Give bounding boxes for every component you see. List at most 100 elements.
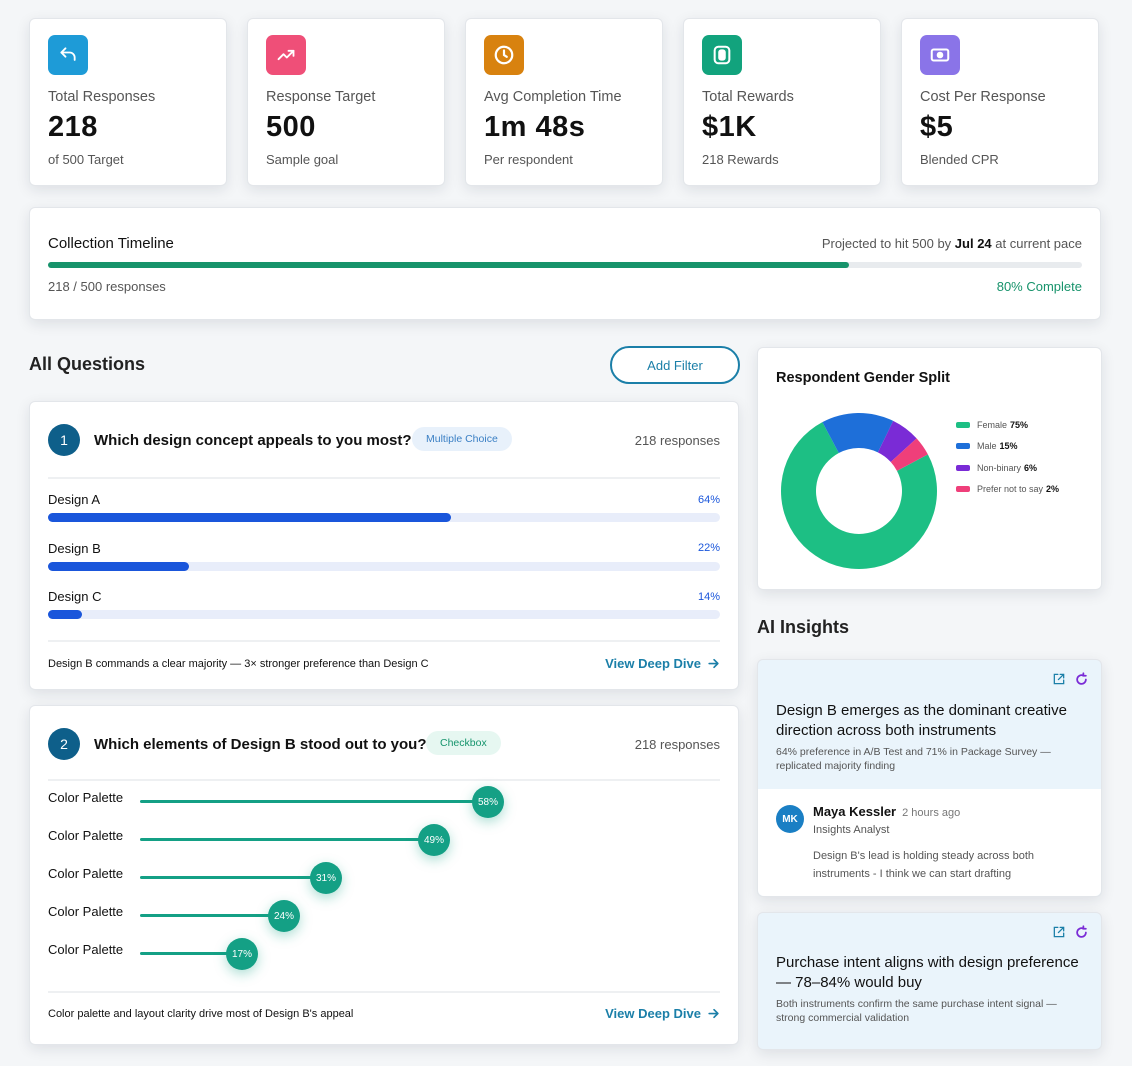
option-bar-track xyxy=(48,513,720,522)
add-filter-button[interactable]: Add Filter xyxy=(610,346,740,384)
view-deep-dive-label: View Deep Dive xyxy=(605,1006,701,1021)
edit-icon[interactable] xyxy=(1052,925,1066,939)
legend-name: Prefer not to say xyxy=(977,484,1044,495)
option-bar-track xyxy=(48,610,720,619)
comment-author: Maya Kessler 2 hours ago xyxy=(813,804,960,819)
kpi-card-response-target: Response Target 500 Sample goal xyxy=(247,18,445,186)
timeline-title: Collection Timeline xyxy=(48,235,174,252)
legend-name: Male xyxy=(977,441,997,452)
gender-split-title: Respondent Gender Split xyxy=(776,370,951,386)
legend-item: Prefer not to say 2% xyxy=(956,479,1059,501)
element-label: Color Palette xyxy=(48,866,124,881)
question-number: 1 xyxy=(48,424,80,456)
question-title: Which design concept appeals to you most… xyxy=(94,432,412,449)
arrow-right-icon xyxy=(708,1008,719,1019)
question-responses: 218 responses xyxy=(634,433,720,448)
view-deep-dive-link[interactable]: View Deep Dive xyxy=(605,656,720,671)
divider xyxy=(48,991,720,993)
arrow-right-icon xyxy=(708,658,719,669)
donut-slice-non-binary xyxy=(877,420,917,463)
comment-time: 2 hours ago xyxy=(902,807,961,819)
gender-split-card: Respondent Gender Split Female 75% Male 15… xyxy=(757,347,1102,590)
projection-date: Jul 24 xyxy=(954,236,992,251)
legend-item: Female 75% xyxy=(956,414,1059,436)
kpi-sub: Blended CPR xyxy=(920,152,999,167)
kpi-sub: Per respondent xyxy=(484,152,573,167)
kpi-value: $1K xyxy=(702,111,757,143)
kpi-label: Response Target xyxy=(266,89,376,105)
reply-arrow-icon xyxy=(48,35,88,75)
question-type-badge: Multiple Choice xyxy=(412,427,512,451)
clock-icon xyxy=(484,35,524,75)
donut-slice-prefer-not-to-say xyxy=(890,438,928,471)
legend-value: 2% xyxy=(1046,484,1060,495)
legend-item: Male 15% xyxy=(956,436,1059,458)
kpi-card-avg-completion: Avg Completion Time 1m 48s Per responden… xyxy=(465,18,663,186)
question-number: 2 xyxy=(48,728,80,760)
element-percent-dot: 24% xyxy=(268,900,300,932)
element-bar xyxy=(140,914,284,917)
reward-icon xyxy=(702,35,742,75)
comment-author-name: Maya Kessler xyxy=(813,804,897,819)
question-card-2: 2 Which elements of Design B stood out t… xyxy=(29,705,739,1045)
gender-legend: Female 75% Male 15% Non-binary 6% Prefer no… xyxy=(956,414,1059,500)
element-percent-dot: 31% xyxy=(310,862,342,894)
insight-card-2: Purchase intent aligns with design prefe… xyxy=(757,912,1102,1050)
element-percent-dot: 17% xyxy=(226,938,258,970)
kpi-card-cost-per-response: Cost Per Response $5 Blended CPR xyxy=(901,18,1099,186)
kpi-value: 500 xyxy=(266,111,316,143)
insight-card-1: Design B emerges as the dominant creativ… xyxy=(757,659,1102,897)
kpi-label: Cost Per Response xyxy=(920,89,1046,105)
insight-title: Purchase intent aligns with design prefe… xyxy=(776,954,1079,991)
legend-name: Female xyxy=(977,419,1008,430)
kpi-value: 218 xyxy=(48,111,98,143)
legend-swatch xyxy=(956,443,970,450)
divider xyxy=(48,477,720,479)
timeline-progress-fill xyxy=(48,262,850,268)
timeline-projection: Projected to hit 500 by Jul 24 at curren… xyxy=(822,236,1082,251)
comment-text: Design B's lead is holding steady across… xyxy=(813,850,1035,880)
question-card-1: 1 Which design concept appeals to you mo… xyxy=(29,401,739,690)
option-bar-track xyxy=(48,562,720,571)
collection-timeline-card: Collection Timeline Projected to hit 500… xyxy=(29,207,1101,320)
question-summary: Color palette and layout clarity drive m… xyxy=(48,1008,354,1020)
element-label: Color Palette xyxy=(48,942,124,957)
insight-actions xyxy=(1052,925,1089,940)
option-bar-fill xyxy=(48,610,82,619)
kpi-card-total-responses: Total Responses 218 of 500 Target xyxy=(29,18,227,186)
question-responses: 218 responses xyxy=(634,737,720,752)
projection-suffix: at current pace xyxy=(995,236,1082,251)
timeline-complete: 80% Complete xyxy=(996,279,1082,294)
insight-comment: MK Maya Kessler 2 hours ago Insights Anal… xyxy=(758,789,1101,896)
ai-insights-title: AI Insights xyxy=(757,617,850,637)
view-deep-dive-link[interactable]: View Deep Dive xyxy=(605,1006,720,1021)
avatar: MK xyxy=(776,805,804,833)
legend-name: Non-binary xyxy=(977,462,1022,473)
legend-value: 75% xyxy=(1010,419,1029,430)
kpi-card-total-rewards: Total Rewards $1K 218 Rewards xyxy=(683,18,881,186)
refresh-icon[interactable] xyxy=(1074,925,1089,940)
legend-item: Non-binary 6% xyxy=(956,457,1059,479)
kpi-value: 1m 48s xyxy=(484,111,586,143)
kpi-sub: Sample goal xyxy=(266,152,339,167)
refresh-icon[interactable] xyxy=(1074,672,1089,687)
element-bar xyxy=(140,952,242,955)
legend-swatch xyxy=(956,486,970,493)
legend-value: 6% xyxy=(1024,462,1038,473)
option-bar-fill xyxy=(48,513,452,522)
legend-swatch xyxy=(956,464,970,471)
element-bar xyxy=(140,876,326,879)
timeline-progress-track xyxy=(48,262,1082,268)
kpi-sub: of 500 Target xyxy=(48,152,124,167)
edit-icon[interactable] xyxy=(1052,672,1066,686)
donut-slice-female xyxy=(781,422,937,569)
insight-detail: 64% preference in A/B Test and 71% in Pa… xyxy=(776,746,1051,772)
view-deep-dive-label: View Deep Dive xyxy=(605,656,701,671)
all-questions-title: All Questions xyxy=(29,354,146,374)
option-percent: 22% xyxy=(697,542,720,554)
gender-donut-chart xyxy=(781,413,937,569)
banknote-icon xyxy=(920,35,960,75)
kpi-label: Total Rewards xyxy=(702,89,794,105)
divider xyxy=(48,779,720,781)
insight-title: Design B emerges as the dominant creativ… xyxy=(776,702,1067,739)
